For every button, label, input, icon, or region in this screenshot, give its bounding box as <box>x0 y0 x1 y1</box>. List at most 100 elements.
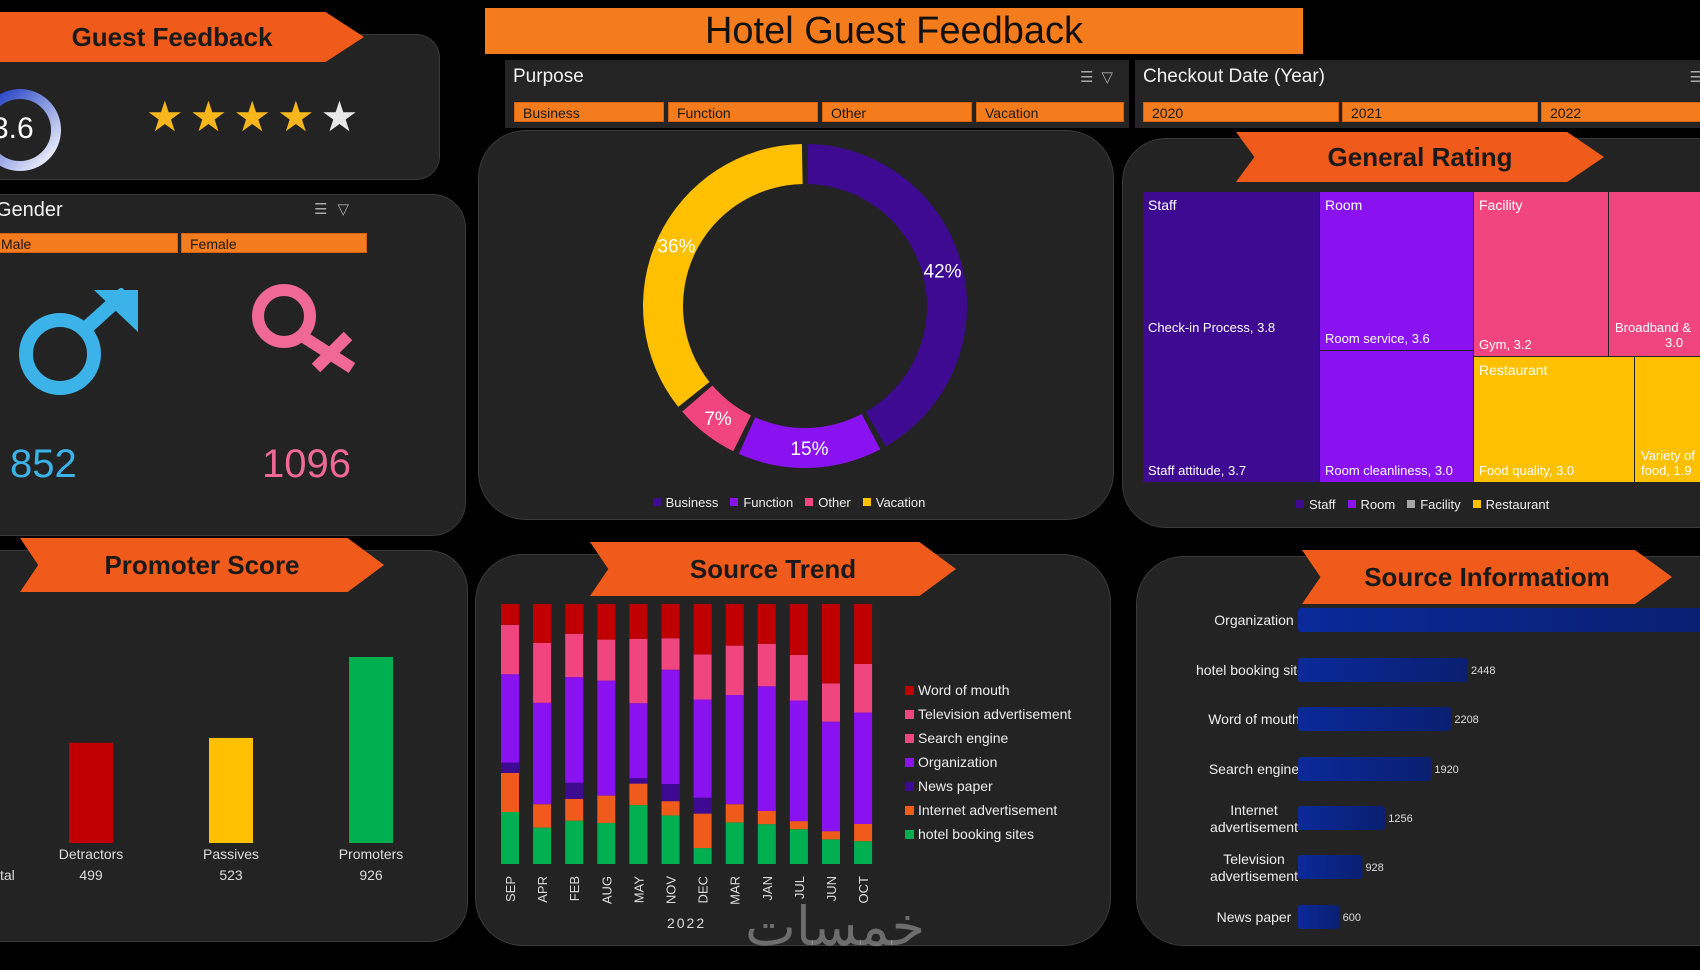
trend-x-tick-label: OCT <box>856 876 871 904</box>
trend-bar-segment <box>693 848 712 864</box>
donut-slice-vacation <box>643 144 803 407</box>
source-value-label: 600 <box>1343 912 1361 924</box>
donut-slice-business <box>807 144 967 447</box>
source-value-label: 2448 <box>1471 665 1495 677</box>
source-category-label: News paper <box>1217 909 1292 925</box>
checkout-slicer-icons[interactable]: ☰ <box>1690 68 1700 86</box>
purpose-slicer-icons[interactable]: ☰▽ <box>1080 69 1121 86</box>
general-rating-legend: Staff Room Facility Restaurant <box>1296 495 1561 513</box>
trend-x-tick-label: DEC <box>696 876 711 903</box>
trend-legend-swatch <box>905 686 914 695</box>
trend-bar-segment <box>533 702 552 805</box>
treemap-cell-label: Room cleanliness, 3.0 <box>1325 463 1453 478</box>
treemap-cell: Facility Gym, 3.2 <box>1474 192 1608 356</box>
trend-bar-segment <box>501 762 519 773</box>
trend-bar-segment <box>597 795 616 823</box>
legend-label: Business <box>665 494 719 510</box>
treemap-cell-label: Staff attitude, 3.7 <box>1148 463 1247 478</box>
purpose-slicer-title: Purpose <box>513 66 584 87</box>
legend-swatch <box>1472 500 1481 508</box>
legend-swatch <box>1347 500 1356 508</box>
legend-label: Facility <box>1420 496 1461 512</box>
trend-bar-segment <box>757 686 776 811</box>
treemap-cell: Staff Check-in Process, 3.8 <box>1143 192 1319 340</box>
trend-bar-segment <box>789 604 808 655</box>
treemap-cell-label: Variety of food, 1.9 <box>1641 448 1700 478</box>
promoter-category-label: Promoters <box>339 846 404 862</box>
promoter-category-label: Detractors <box>59 846 124 862</box>
guest-feedback-banner: Guest Feedback <box>0 12 364 62</box>
trend-bar-segment <box>597 680 616 796</box>
trend-legend-swatch <box>905 734 914 743</box>
donut-slice-other <box>682 385 751 452</box>
checkout-option-2022[interactable]: 2022 <box>1541 102 1700 122</box>
trend-bar-segment <box>854 712 873 824</box>
trend-bar-segment <box>565 782 584 799</box>
checkout-option-2021[interactable]: 2021 <box>1342 102 1538 122</box>
trend-bar-segment <box>533 827 552 864</box>
source-category-label: Organization <box>1214 612 1293 628</box>
source-trend-chart: SEP APR FEB AUG MAY NOV DEC MAR JAN JUL JUN OCT 2022… <box>501 604 1071 931</box>
gender-slicer-icons[interactable]: ☰▽ <box>314 201 359 218</box>
trend-bar-segment <box>597 639 616 681</box>
female-icon <box>252 284 356 374</box>
treemap-cell: Staff attitude, 3.7 <box>1143 340 1319 482</box>
source-bar <box>1298 806 1386 830</box>
treemap-cell-label-2: food, 1.9 <box>1641 463 1692 478</box>
gender-option-female[interactable]: Female <box>181 233 367 253</box>
purpose-option-business[interactable]: Business <box>514 102 664 122</box>
treemap-cell-label: Broadband & 3.0 <box>1615 320 1700 350</box>
checkout-option-2020[interactable]: 2020 <box>1143 102 1339 122</box>
general-rating-treemap: Staff Check-in Process, 3.8 Staff attitude… <box>1143 192 1700 482</box>
trend-x-tick-label: MAR <box>728 876 743 905</box>
legend-item-room: Room <box>1347 497 1395 512</box>
trend-legend-label: Television advertisement <box>918 706 1071 722</box>
star-icon: ★ <box>320 93 359 140</box>
donut-label-other: 7% <box>704 409 732 430</box>
legend-label: Vacation <box>875 494 926 510</box>
trend-legend-swatch <box>905 758 914 767</box>
source-bar <box>1298 658 1468 682</box>
trend-bar-segment <box>822 604 840 684</box>
treemap-cell: Variety of food, 1.9 <box>1635 357 1700 482</box>
purpose-option-other[interactable]: Other <box>822 102 972 122</box>
treemap-cell-label: Food quality, 3.0 <box>1479 463 1575 478</box>
trend-legend-swatch <box>905 782 914 791</box>
source-bar <box>1298 855 1363 879</box>
source-category-label: Internet <box>1230 802 1278 818</box>
trend-bar-segment <box>725 645 744 695</box>
source-value-label: 1920 <box>1434 764 1458 776</box>
trend-bar-segment <box>501 812 519 864</box>
trend-x-tick-label: JUL <box>792 876 807 899</box>
legend-item-facility: Facility <box>1407 496 1461 512</box>
trend-bar-segment <box>533 604 552 643</box>
trend-bar-segment <box>789 654 808 701</box>
main-title-bar: Hotel Guest Feedback <box>485 8 1303 54</box>
source-category-label: Search engine <box>1209 761 1300 777</box>
star-icon: ★ <box>233 93 271 140</box>
treemap-cell: Broadband & 3.0 <box>1609 192 1700 356</box>
legend-swatch <box>1296 500 1304 508</box>
purpose-option-vacation[interactable]: Vacation <box>976 102 1124 122</box>
source-value-label: 1256 <box>1388 813 1412 825</box>
legend-item-vacation: Vacation <box>862 494 926 510</box>
purpose-option-function[interactable]: Function <box>668 102 818 122</box>
trend-x-tick-label: AUG <box>599 876 614 904</box>
gender-option-male[interactable]: Male <box>0 233 178 253</box>
source-bar <box>1298 608 1700 632</box>
trend-bar-segment <box>854 664 873 713</box>
treemap-cell-label: Gym, 3.2 <box>1479 337 1532 352</box>
legend-item-other: Other <box>805 495 851 510</box>
male-icon <box>19 288 138 395</box>
trend-bar-segment <box>725 822 744 864</box>
promoter-bar-chart: Detractors 499 Passives 523 Promoters 926 tal <box>0 657 404 883</box>
trend-bar-segment <box>725 604 744 646</box>
feedback-score: 3.6 <box>0 112 34 145</box>
trend-bar-segment <box>757 604 776 644</box>
trend-bar-segment <box>629 778 648 784</box>
trend-bar-segment <box>661 801 680 816</box>
legend-item-function: Function <box>730 495 793 510</box>
trend-x-tick-label: NOV <box>664 876 679 905</box>
source-value-label: 2208 <box>1454 714 1478 726</box>
legend-item-business: Business <box>652 494 719 510</box>
